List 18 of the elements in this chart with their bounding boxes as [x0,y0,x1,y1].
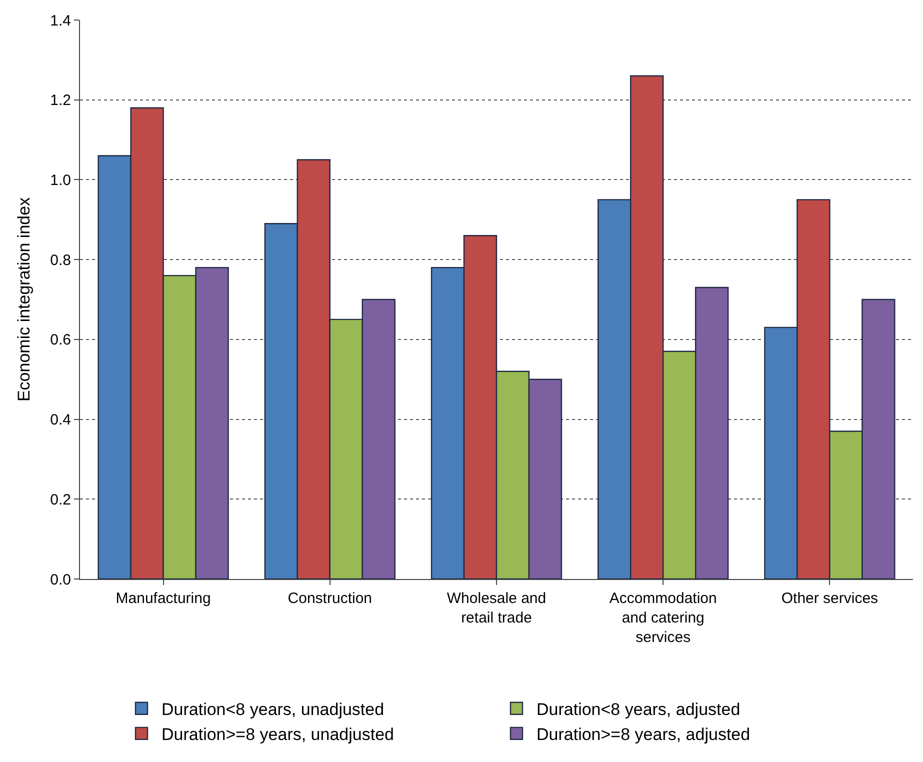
legend-label: Duration>=8 years, unadjusted [162,725,394,744]
x-tick-label: Other services [781,590,878,607]
y-tick-label: 1.0 [50,172,71,189]
y-tick-label: 0.4 [50,412,71,429]
legend-label: Duration<8 years, unadjusted [162,700,384,719]
x-tick-label: Construction [288,590,372,607]
y-tick-label: 0.6 [50,332,71,349]
y-axis-title: Economic integration index [14,196,34,402]
y-tick-label: 0.2 [50,491,71,508]
y-tick-label: 1.4 [50,12,71,30]
y-tick-label: 0.8 [50,252,71,269]
y-tick-label: 1.2 [50,92,71,110]
x-tick-label: Wholesale and retail trade [446,590,546,626]
x-tick-label: Accommodation and catering services [609,590,717,646]
y-tick-label: 0.0 [50,571,71,588]
x-tick-label: Manufacturing [116,590,211,607]
legend-label: Duration<8 years, adjusted [536,700,740,719]
legend-label: Duration>=8 years, adjusted [536,725,750,744]
